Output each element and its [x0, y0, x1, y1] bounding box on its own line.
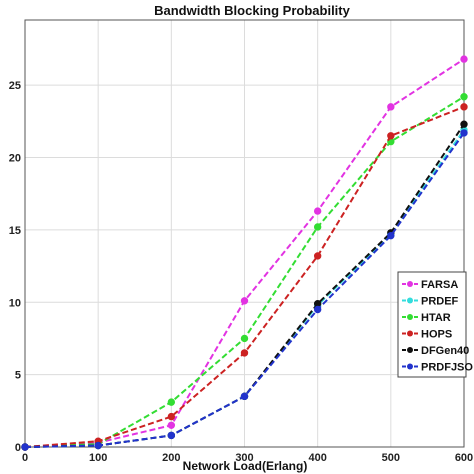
x-tick-label: 500 — [382, 452, 400, 464]
y-tick-label: 15 — [9, 225, 21, 237]
data-point — [387, 103, 395, 111]
data-point — [460, 120, 468, 128]
x-tick-label: 600 — [455, 452, 473, 464]
y-tick-label: 20 — [9, 153, 21, 165]
legend-label: FARSA — [421, 279, 458, 291]
x-axis: 0 100 200 300 400 500 600 — [22, 452, 473, 464]
legend-swatch-marker — [407, 297, 413, 304]
data-point — [313, 305, 322, 314]
data-point — [460, 129, 468, 137]
legend-swatch-marker — [407, 363, 413, 370]
x-axis-label: Network Load(Erlang) — [183, 459, 308, 473]
series-group — [21, 55, 468, 451]
plot-frame — [24, 19, 465, 448]
data-point — [313, 223, 322, 231]
legend-label: HOPS — [421, 329, 452, 341]
data-point — [240, 392, 249, 401]
data-point — [387, 231, 395, 240]
data-point — [240, 334, 249, 343]
x-tick-label: 100 — [89, 452, 107, 464]
x-tick-label: 0 — [22, 452, 28, 464]
data-point — [167, 431, 176, 440]
series-prdfjso — [21, 129, 468, 451]
legend-box — [397, 271, 467, 378]
legend-label: PRDEF — [421, 296, 459, 308]
y-tick-label: 0 — [15, 442, 21, 454]
legend-swatch-marker — [407, 281, 413, 287]
legend-entry: HTAR — [402, 312, 451, 324]
data-point — [167, 398, 176, 406]
legend-label: HTAR — [421, 312, 451, 324]
legend-entry: PRDEF — [402, 296, 459, 308]
x-tick-label: 200 — [162, 452, 180, 464]
data-point — [313, 252, 322, 260]
data-point — [21, 443, 29, 451]
legend-entry: DFGen40 — [402, 345, 469, 357]
legend-entry: HOPS — [402, 329, 452, 341]
y-tick-label: 25 — [9, 80, 21, 92]
data-point — [167, 421, 176, 429]
grid — [24, 20, 465, 448]
data-point — [240, 297, 249, 305]
data-point — [240, 349, 249, 357]
y-tick-label: 5 — [15, 370, 21, 382]
x-tick-label: 300 — [235, 452, 253, 464]
legend-label: DFGen40 — [421, 345, 469, 357]
y-tick-label: 10 — [9, 297, 21, 309]
legend: FARSA PRDEF HTAR HOPS DFGen40 PRDFJSO — [397, 271, 473, 378]
legend-entry: PRDFJSO — [402, 362, 473, 374]
chart-title: Bandwidth Blocking Probability — [154, 3, 351, 18]
data-point — [460, 55, 468, 63]
data-point — [460, 93, 468, 101]
data-point — [313, 207, 322, 215]
data-point — [387, 132, 395, 140]
legend-swatch-marker — [407, 347, 413, 353]
legend-swatch-marker — [407, 330, 413, 337]
x-tick-label: 400 — [308, 452, 326, 464]
legend-entry: FARSA — [402, 279, 458, 291]
legend-swatch-marker — [407, 314, 413, 320]
data-point — [167, 412, 176, 421]
data-point — [94, 441, 102, 450]
y-axis: 0 5 10 15 20 25 — [9, 80, 21, 454]
legend-label: PRDFJSO — [421, 362, 473, 374]
data-point — [460, 103, 468, 111]
